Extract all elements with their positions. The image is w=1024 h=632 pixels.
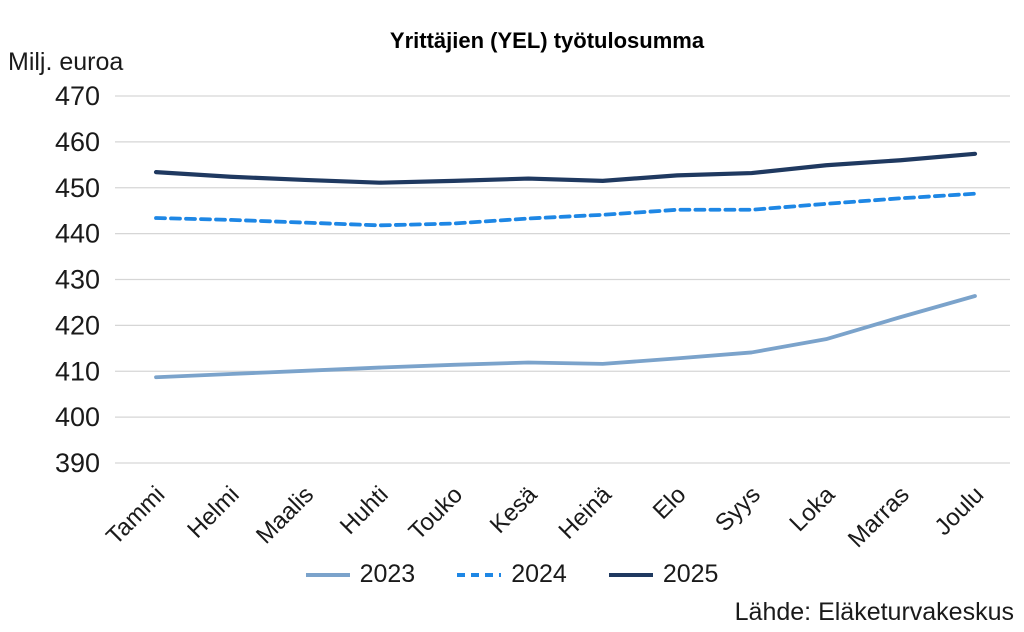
chart-legend: 2023 2024 2025 (0, 560, 1024, 589)
legend-item-2024: 2024 (457, 560, 567, 589)
x-tick-label-Marras: Marras (843, 481, 915, 553)
legend-label-2024: 2024 (511, 560, 567, 588)
y-tick-label-470: 470 (55, 81, 100, 111)
x-tick-label-Loka: Loka (784, 481, 840, 537)
chart-title: Yrittäjien (YEL) työtulosumma (389, 28, 705, 53)
y-tick-label-390: 390 (55, 448, 100, 478)
legend-swatch-2025 (608, 572, 653, 577)
legend-item-2025: 2025 (608, 560, 719, 589)
y-tick-label-400: 400 (55, 402, 100, 432)
y-tick-label-460: 460 (55, 127, 100, 157)
legend-label-2025: 2025 (662, 560, 719, 588)
y-axis-unit-label: Milj. euroa (8, 48, 124, 76)
series-line-2023 (154, 294, 977, 380)
legend-swatch-2024 (457, 572, 502, 577)
x-tick-label-Kesä: Kesä (485, 481, 543, 539)
legend-label-2023: 2023 (359, 560, 416, 588)
legend-item-2023: 2023 (305, 560, 416, 589)
x-tick-label-Maalis: Maalis (251, 481, 319, 549)
x-tick-label-Syys: Syys (710, 481, 766, 537)
legend-swatch-2023 (305, 572, 350, 577)
x-tick-label-Joulu: Joulu (930, 481, 990, 541)
series-line-2025 (153, 151, 978, 185)
x-tick-label-Helmi: Helmi (182, 481, 244, 543)
y-tick-label-450: 450 (55, 173, 100, 203)
source-note: Lähde: Eläketurvakeskus (734, 598, 1014, 626)
series-line-2024 (154, 191, 977, 228)
y-tick-label-430: 430 (55, 265, 100, 295)
y-tick-label-440: 440 (55, 219, 100, 249)
x-tick-label-Huhti: Huhti (335, 481, 394, 540)
x-tick-label-Elo: Elo (648, 481, 692, 525)
x-tick-label-Touko: Touko (404, 481, 468, 545)
x-tick-label-Tammi: Tammi (101, 481, 170, 550)
y-tick-label-420: 420 (55, 310, 100, 340)
y-tick-label-410: 410 (55, 356, 100, 386)
x-tick-label-Heinä: Heinä (554, 481, 618, 545)
